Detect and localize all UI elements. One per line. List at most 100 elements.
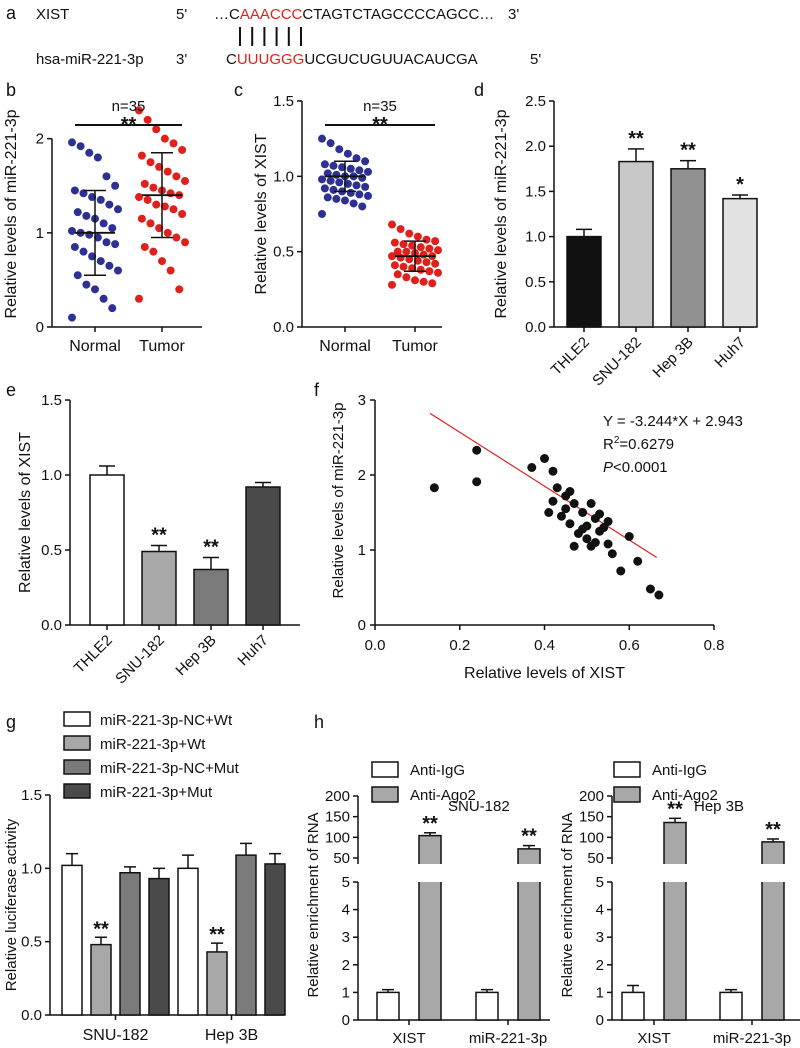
chart-b-point — [140, 242, 149, 251]
chart-c-point — [393, 247, 402, 256]
chart-d-y-tick-label: 0.5 — [525, 274, 546, 291]
chart-c-y-tick-label: 1.0 — [273, 168, 294, 185]
f-xlabel: Relative levels of XIST — [464, 665, 625, 682]
f-point — [527, 463, 537, 472]
chart-c-point — [390, 238, 399, 247]
f-point — [578, 508, 588, 517]
chart-b-point — [155, 224, 164, 233]
chart-h2-lower-tick-label: 5 — [596, 874, 604, 891]
chart-h1-bar-upper — [517, 848, 541, 864]
chart-h2-sig-label: ** — [667, 798, 683, 820]
chart-b-point — [140, 179, 149, 188]
chart-h2-bar — [621, 991, 645, 1021]
f-x-tick-label: 0.4 — [534, 637, 555, 654]
f-p-value: <0.0001 — [613, 459, 668, 476]
chart-h2-bar-lower — [663, 882, 687, 1021]
g-x-tick-label: SNU-182 — [83, 1027, 149, 1044]
chart-c-point — [402, 247, 411, 256]
chart-d-x-tick-label: THLE2 — [548, 334, 593, 379]
chart-c-point — [408, 241, 417, 250]
panel-label-h: h — [314, 712, 324, 732]
chart-c-point — [346, 188, 355, 197]
mir-sequence: CUUUGGGUCGUCUGUUACAUCGA — [226, 51, 478, 68]
chart-d-bar — [566, 235, 602, 328]
f-point — [548, 496, 558, 506]
chart-b-point — [68, 138, 76, 147]
g-ylabel: Relative luciferase activity — [3, 818, 20, 991]
chart-b-y-tick-label: 2 — [36, 131, 44, 148]
f-equation: Y = -3.244*X + 2.943 — [603, 413, 743, 430]
g-bar — [264, 863, 286, 1016]
panel-label-a: a — [6, 3, 17, 23]
chart-b-point — [178, 145, 187, 154]
chart-d-ylabel: Relative levels of miR-221-3p — [493, 109, 510, 318]
chart-h2-bar-upper — [663, 821, 687, 864]
chart-b-point — [99, 219, 108, 228]
chart-d: 0.0 0.5 1.0 1.5 2.0 2.5 Relative levels of miR… — [493, 93, 758, 389]
chart-c-point — [419, 250, 428, 259]
chart-e-ylabel: Relative levels of XIST — [17, 432, 34, 593]
chart-b-point — [108, 304, 117, 313]
chart-h2-legend-label: Anti-IgG — [652, 762, 707, 779]
chart-h1-upper-tick-label: 200 — [325, 788, 350, 805]
chart-b-point — [102, 238, 111, 247]
chart-c-y-tick-label: 1.5 — [273, 93, 294, 110]
chart-d-y-tick-label: 1.0 — [525, 229, 546, 246]
chart-h1-ylabel: Relative enrichment of RNA — [305, 812, 322, 997]
chart-b-point — [178, 210, 187, 218]
f-point — [544, 508, 554, 517]
chart-h1-legend-label: Anti-Ago2 — [410, 787, 476, 804]
chart-e-y-tick-label: 1.0 — [41, 467, 62, 484]
chart-c-point — [434, 246, 442, 255]
chart-h2-bar-upper — [761, 841, 785, 864]
chart-b-point — [163, 167, 172, 176]
chart-c-point — [413, 232, 422, 241]
chart-c-point — [393, 270, 402, 279]
f-point — [569, 541, 579, 551]
chart-c-point — [388, 280, 396, 289]
chart-b-point — [160, 134, 169, 143]
f-point — [556, 511, 566, 521]
chart-h2-x-tick-label: XIST — [637, 1030, 670, 1047]
chart-h1-lower-tick-label: 2 — [342, 957, 350, 974]
chart-c-point — [343, 179, 352, 188]
chart-c-point — [408, 264, 417, 273]
f-point — [565, 519, 575, 529]
mir-3-prime: 3' — [176, 51, 187, 68]
chart-b-point — [111, 240, 120, 249]
chart-b-point — [143, 115, 152, 124]
chart-b-point — [135, 193, 143, 202]
chart-h2-upper-tick-label: 50 — [587, 850, 604, 867]
f-point — [540, 454, 549, 463]
chart-c-point — [396, 253, 405, 262]
chart-h1-bar — [475, 991, 499, 1021]
chart-c-point — [416, 243, 425, 252]
chart-b-ylabel: Relative levels of miR-221-3p — [3, 109, 20, 318]
chart-b-point — [96, 257, 105, 266]
f-point — [582, 521, 592, 531]
g-bar — [206, 951, 228, 1016]
f-point — [429, 483, 439, 493]
panel-label-d: d — [474, 80, 484, 100]
f-point — [624, 532, 634, 541]
g-bar — [177, 867, 199, 1016]
chart-c-point — [335, 178, 344, 187]
chart-e-y-tick-label: 0.0 — [41, 617, 62, 634]
chart-d-sig-label: ** — [680, 140, 696, 162]
chart-d-y-tick-label: 2.0 — [525, 138, 546, 155]
f-x-tick-label: 0.0 — [365, 637, 386, 654]
f-point — [603, 539, 613, 549]
chart-d-y-tick-label: 1.5 — [525, 183, 546, 200]
chart-c-point — [422, 258, 431, 267]
chart-h2-x-tick-label: miR-221-3p — [713, 1030, 791, 1047]
chart-c-point — [411, 276, 419, 285]
chart-b-point — [111, 181, 120, 190]
chart-c-point — [416, 265, 425, 274]
g-legend-label: miR-221-3p+Mut — [100, 784, 213, 801]
chart-d-bar — [722, 197, 758, 328]
chart-c: 0.0 0.5 1.0 1.5 Relative levels of XIST Norma… — [253, 93, 442, 355]
chart-h2-lower-tick-label: 4 — [596, 902, 604, 919]
chart-b-point — [82, 211, 91, 220]
g-legend-label: miR-221-3p-NC+Wt — [100, 712, 233, 729]
chart-c-point — [346, 164, 355, 173]
